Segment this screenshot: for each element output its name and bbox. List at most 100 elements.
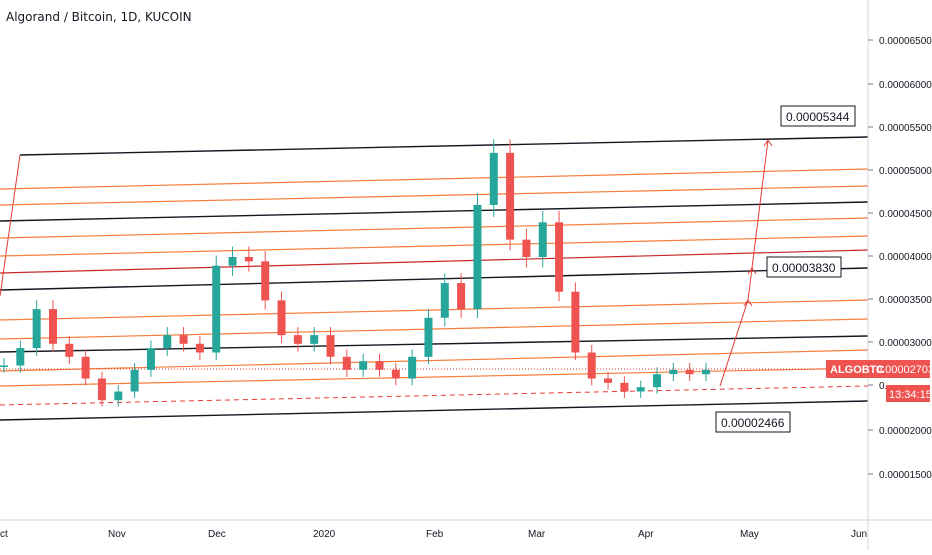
support-dashed-line bbox=[0, 385, 869, 406]
candle-body bbox=[669, 369, 678, 375]
target-high-callout[interactable]: 0.00005344 bbox=[780, 105, 856, 127]
fib-line bbox=[0, 249, 869, 274]
price-tick-label: 0. bbox=[879, 381, 887, 392]
last-price: 0.00002703 bbox=[876, 364, 932, 376]
candle-body bbox=[0, 365, 8, 367]
chart-title: Algorand / Bitcoin, 1D, KUCOIN bbox=[6, 10, 192, 24]
candle-body bbox=[473, 204, 482, 310]
fib-line bbox=[0, 367, 869, 387]
price-axis bbox=[868, 39, 873, 475]
arrow-head bbox=[743, 299, 753, 307]
price-tick-label: 0.00005000 bbox=[879, 166, 932, 177]
time-tick-label: ct bbox=[0, 529, 8, 540]
candle-body bbox=[16, 348, 25, 366]
candle-body bbox=[228, 257, 237, 266]
projection-arrows bbox=[719, 139, 773, 387]
candle-body bbox=[506, 152, 515, 240]
candle-body bbox=[375, 361, 384, 370]
price-tick-label: 0.00001500 bbox=[879, 470, 932, 481]
channel-line bbox=[0, 335, 869, 353]
candle-body bbox=[489, 152, 498, 205]
time-tick-label: Mar bbox=[528, 529, 546, 540]
price-tick-label: 0.00006000 bbox=[879, 80, 932, 91]
candle-body bbox=[244, 257, 253, 262]
candle-body bbox=[636, 387, 645, 392]
candle-body bbox=[620, 382, 629, 392]
candle-body bbox=[538, 222, 547, 257]
candle-body bbox=[457, 283, 466, 310]
candle-body bbox=[522, 239, 531, 257]
candle-body bbox=[359, 361, 368, 370]
support-callout[interactable]: 0.00002466 bbox=[715, 411, 791, 433]
price-tick-label: 0.00004500 bbox=[879, 209, 932, 220]
time-tick-label: Nov bbox=[108, 529, 126, 540]
fib-line bbox=[0, 185, 869, 206]
candle-body bbox=[555, 222, 564, 292]
price-tick-label: 0.00002000 bbox=[879, 426, 932, 437]
time-tick-label: Feb bbox=[426, 529, 444, 540]
candle-body bbox=[81, 356, 90, 379]
candle-body bbox=[604, 378, 613, 383]
price-tick-label: 0.00003500 bbox=[879, 295, 932, 306]
candle-body bbox=[653, 374, 662, 388]
support-label: 0.00002466 bbox=[721, 416, 785, 430]
candle-body bbox=[212, 265, 221, 353]
fib-line bbox=[0, 217, 869, 239]
countdown-timer: 13:34:15 bbox=[889, 389, 932, 401]
price-tick-label: 0.00005500 bbox=[879, 123, 932, 134]
channel-line bbox=[0, 400, 869, 421]
fib-line bbox=[0, 318, 869, 340]
plot-area bbox=[0, 0, 868, 520]
symbol-name: ALGOBTC bbox=[830, 364, 884, 376]
candle-body bbox=[48, 309, 57, 344]
time-tick-label: Jun bbox=[851, 529, 867, 540]
candle-body bbox=[146, 348, 155, 370]
candle-body bbox=[408, 356, 417, 379]
target-mid-callout[interactable]: 0.00003830 bbox=[766, 256, 842, 278]
channel-line bbox=[19, 136, 869, 156]
candle-body bbox=[587, 352, 596, 379]
candle-body bbox=[32, 309, 41, 349]
arrow-head bbox=[747, 267, 757, 275]
candle-body bbox=[702, 369, 710, 375]
channel-line bbox=[0, 267, 869, 291]
time-tick-label: 2020 bbox=[313, 529, 336, 540]
candle-body bbox=[179, 335, 188, 344]
candle-body bbox=[97, 378, 106, 401]
symbol-badge: ALGOBTC 0.00002703 13:34:15 bbox=[826, 360, 932, 402]
candle-body bbox=[391, 369, 400, 379]
candle-body bbox=[130, 369, 139, 392]
projection-path bbox=[719, 139, 769, 387]
candle-body bbox=[114, 391, 123, 401]
candle-body bbox=[424, 317, 433, 357]
candles bbox=[0, 139, 710, 407]
channel-line bbox=[0, 201, 869, 222]
candle-body bbox=[310, 335, 319, 344]
candle-body bbox=[65, 343, 74, 357]
fib-lines bbox=[0, 168, 869, 406]
candle-body bbox=[440, 283, 449, 318]
candle-body bbox=[195, 343, 204, 353]
candle-body bbox=[163, 335, 172, 349]
fib-line bbox=[0, 349, 869, 372]
fib-line bbox=[0, 168, 869, 190]
target-high-label: 0.00005344 bbox=[786, 110, 850, 124]
candle-body bbox=[261, 261, 270, 301]
candle-body bbox=[571, 291, 580, 353]
price-tick-label: 0.00006500 bbox=[879, 36, 932, 47]
time-tick-label: Apr bbox=[638, 529, 654, 540]
arrow-head bbox=[763, 139, 773, 147]
target-mid-label: 0.00003830 bbox=[772, 261, 836, 275]
time-tick-label: Dec bbox=[208, 529, 226, 540]
fib-line bbox=[0, 299, 869, 321]
time-tick-label: May bbox=[740, 529, 759, 540]
fib-line bbox=[0, 235, 869, 257]
candle-body bbox=[685, 369, 694, 375]
candle-body bbox=[326, 335, 335, 357]
candle-body bbox=[342, 356, 351, 370]
price-tick-label: 0.00003000 bbox=[879, 338, 932, 349]
candle-body bbox=[293, 335, 302, 344]
price-tick-label: 0.00004000 bbox=[879, 252, 932, 263]
